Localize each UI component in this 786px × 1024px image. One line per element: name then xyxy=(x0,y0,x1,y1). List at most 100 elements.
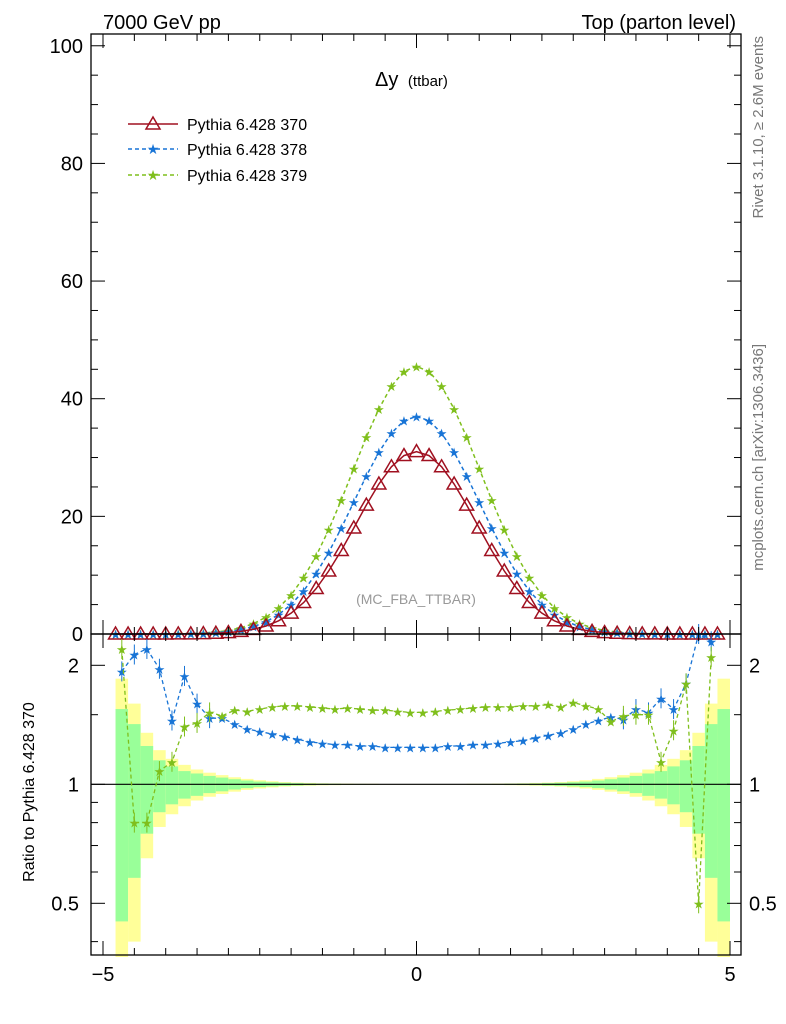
legend-marker-370 xyxy=(144,115,162,130)
marker-370-48 xyxy=(709,625,726,640)
marker-2-17: ★ xyxy=(323,523,335,538)
ratio-ytick-label-r-1: 1 xyxy=(749,774,760,796)
marker-2-10: ★ xyxy=(235,621,247,636)
ratio-line-0 xyxy=(121,633,712,749)
marker-370-14 xyxy=(282,604,300,619)
ratio-marker-0-33: ★ xyxy=(530,731,542,746)
ratio-marker-0-27: ★ xyxy=(455,739,467,754)
marker-370-34 xyxy=(533,604,551,619)
ratio-marker-1-20: ★ xyxy=(367,703,379,718)
marker-1-18: ★ xyxy=(335,521,347,536)
ratio-marker-1-47: ★ xyxy=(705,650,717,665)
marker-370-46 xyxy=(684,625,701,640)
marker-2-15: ★ xyxy=(298,571,310,586)
ratio-marker-0-35: ★ xyxy=(555,726,567,741)
ratio-marker-0-20: ★ xyxy=(367,739,379,754)
ratio-marker-1-38: ★ xyxy=(593,702,605,717)
marker-370-21 xyxy=(370,475,388,490)
marker-2-35: ★ xyxy=(549,601,561,616)
marker-370-31 xyxy=(495,562,513,577)
marker-370-16 xyxy=(307,580,325,595)
ratio-marker-0-22: ★ xyxy=(392,740,404,755)
ratio-line-1 xyxy=(121,648,712,904)
ratio-marker-1-9: ★ xyxy=(229,703,241,718)
marker-370-5 xyxy=(169,625,187,640)
ratio-marker-1-1: ★ xyxy=(129,816,141,831)
marker-370-35 xyxy=(546,612,563,627)
marker-1-27: ★ xyxy=(448,445,460,460)
ratio-marker-1-31: ★ xyxy=(505,700,517,715)
marker-370-10 xyxy=(232,622,250,638)
marker-370-8 xyxy=(207,624,225,640)
main-ytick-label-1: 20 xyxy=(61,506,83,528)
ratio-marker-1-8: ★ xyxy=(216,709,228,724)
marker-370-24 xyxy=(408,443,425,458)
ratio-marker-0-25: ★ xyxy=(429,740,441,755)
ratio-marker-0-17: ★ xyxy=(329,738,341,753)
ratio-marker-1-16: ★ xyxy=(317,701,329,716)
ratio-marker-1-34: ★ xyxy=(542,698,554,713)
ratio-marker-0-21: ★ xyxy=(379,740,391,755)
ratio-marker-0-31: ★ xyxy=(505,735,517,750)
marker-370-6 xyxy=(182,625,200,640)
main-ytick-label-5: 100 xyxy=(50,36,83,58)
ratio-marker-1-42: ★ xyxy=(643,708,655,723)
ratio-marker-0-10: ★ xyxy=(241,722,253,737)
legend-label-370: Pythia 6.428 370 xyxy=(187,117,307,134)
ratio-marker-0-14: ★ xyxy=(292,732,304,747)
ratio-ytick-label-r-2: 2 xyxy=(749,655,760,677)
marker-2-34: ★ xyxy=(536,588,548,603)
series-line-0 xyxy=(115,450,718,635)
ratio-marker-1-39: ★ xyxy=(605,715,617,730)
marker-1-25: ★ xyxy=(423,414,435,429)
ratio-marker-0-43: ★ xyxy=(655,691,667,706)
marker-370-27 xyxy=(445,475,463,490)
ratio-marker-1-24: ★ xyxy=(417,705,429,720)
legend-entry-379: ★ Pythia 6.428 379 xyxy=(128,167,307,185)
ratio-marker-1-23: ★ xyxy=(404,705,416,720)
marker-370-20 xyxy=(358,496,375,511)
marker-1-10: ★ xyxy=(235,623,247,638)
marker-2-31: ★ xyxy=(498,523,510,538)
band-inner-4 xyxy=(165,766,179,805)
ratio-marker-0-28: ★ xyxy=(467,738,479,753)
marker-2-25: ★ xyxy=(423,364,435,379)
ratio-marker-1-10: ★ xyxy=(241,704,253,719)
legend-marker-379: ★ xyxy=(147,167,160,183)
marker-370-45 xyxy=(671,625,689,640)
marker-370-42 xyxy=(633,625,651,640)
marker-2-16: ★ xyxy=(310,549,322,564)
ratio-marker-1-4: ★ xyxy=(166,755,178,770)
marker-1-37: ★ xyxy=(574,620,586,635)
ratio-marker-1-14: ★ xyxy=(292,699,304,714)
marker-1-28: ★ xyxy=(461,469,473,484)
ratio-marker-0-36: ★ xyxy=(567,722,579,737)
marker-370-47 xyxy=(696,625,714,640)
ratio-marker-0-9: ★ xyxy=(229,717,241,732)
marker-1-23: ★ xyxy=(398,414,410,429)
marker-1-24: ★ xyxy=(411,409,423,424)
ratio-marker-0-0: ★ xyxy=(116,664,128,679)
ratio-marker-1-3: ★ xyxy=(154,764,166,779)
ratio-marker-0-16: ★ xyxy=(317,736,329,751)
marker-1-33: ★ xyxy=(524,584,536,599)
ratio-marker-1-45: ★ xyxy=(680,676,692,691)
ratio-marker-0-18: ★ xyxy=(342,738,354,753)
marker-370-3 xyxy=(144,625,162,640)
chart-title: Δy (ttbar) xyxy=(375,69,448,91)
marker-370-23 xyxy=(395,447,413,462)
main-ytick-label-4: 80 xyxy=(61,153,83,175)
ratio-marker-0-30: ★ xyxy=(492,736,504,751)
mcplots-label: mcplots.cern.ch [arXiv:1306.3436] xyxy=(750,344,767,571)
ratio-marker-1-36: ★ xyxy=(567,696,579,711)
ratio-marker-0-38: ★ xyxy=(593,714,605,729)
marker-2-33: ★ xyxy=(524,571,536,586)
ratio-marker-1-12: ★ xyxy=(266,700,278,715)
chart-title-main: Δy xyxy=(375,69,398,91)
marker-2-26: ★ xyxy=(436,379,448,394)
ratio-marker-1-37: ★ xyxy=(580,699,592,714)
ratio-marker-1-46: ★ xyxy=(693,896,705,911)
analysis-watermark: (MC_FBA_TTBAR) xyxy=(356,591,476,607)
ratio-marker-1-26: ★ xyxy=(442,703,454,718)
ratio-marker-0-44: ★ xyxy=(668,702,680,717)
